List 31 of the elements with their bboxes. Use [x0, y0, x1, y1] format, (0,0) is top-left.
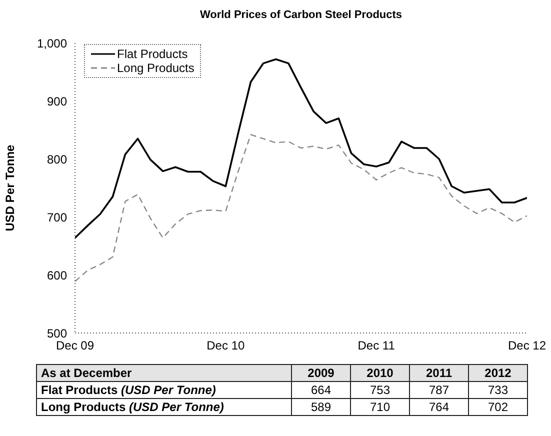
text: 589	[292, 398, 350, 416]
line-series	[75, 58, 527, 239]
text: 733	[468, 382, 528, 398]
text: 2011	[426, 366, 452, 380]
x-tick-label: Dec 09	[56, 338, 94, 353]
legend-label: Flat Products	[117, 47, 188, 61]
text: 753	[350, 382, 410, 398]
y-tick-label: 600	[46, 268, 68, 282]
text: 2009	[308, 366, 334, 380]
text: 764	[410, 398, 468, 416]
x-tick-label: Dec 10	[206, 338, 245, 353]
text: 2010	[366, 366, 394, 380]
legend-label: Long Products	[117, 61, 194, 75]
text: 787	[410, 382, 468, 398]
line-series	[75, 134, 527, 282]
x-tick-label: Dec 11	[358, 338, 396, 353]
y-tick-label: 1,000	[36, 36, 68, 50]
y-tick-label: 900	[46, 94, 68, 108]
text: As at December	[41, 366, 132, 380]
text: Flat Products (USD Per Tonne)	[41, 383, 216, 397]
y-axis-title: USD Per Tonne	[3, 144, 17, 232]
y-tick-label: 700	[46, 210, 68, 224]
y-tick-label: 500	[46, 326, 68, 340]
chart-title: World Prices of Carbon Steel Products	[198, 9, 404, 21]
text: 702	[468, 398, 528, 416]
text: 710	[350, 398, 410, 416]
x-tick-label: Dec 12	[508, 338, 546, 353]
text: 664	[292, 382, 350, 398]
text: Long Products (USD Per Tonne)	[41, 400, 224, 414]
text: 2012	[484, 366, 512, 380]
y-tick-label: 800	[46, 152, 68, 166]
